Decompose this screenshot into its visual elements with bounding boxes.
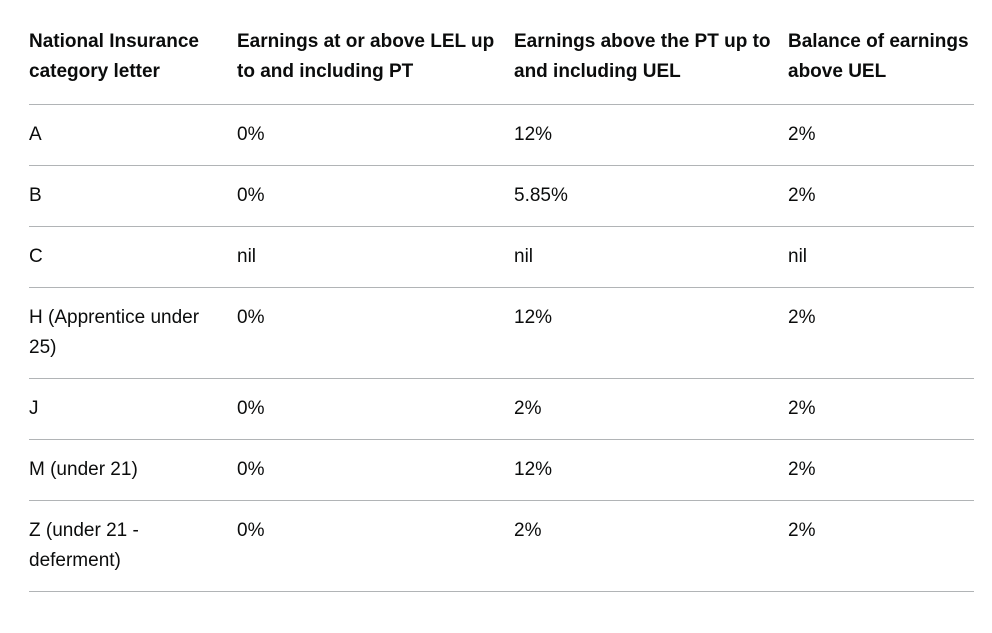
lel-to-pt-cell: 0%	[237, 287, 514, 379]
above-uel-cell: 2%	[788, 287, 974, 379]
above-uel-cell: 2%	[788, 165, 974, 227]
category-letter-cell: Z (under 21 - deferment)	[29, 500, 237, 592]
category-letter-cell: B	[29, 165, 237, 227]
table-row: H (Apprentice under 25) 0% 12% 2%	[29, 287, 974, 379]
table-row: M (under 21) 0% 12% 2%	[29, 439, 974, 501]
category-letter-cell: A	[29, 104, 237, 166]
category-letter-cell: C	[29, 226, 237, 288]
lel-to-pt-cell: 0%	[237, 378, 514, 440]
header-lel-to-pt: Earnings at or above LEL up to and inclu…	[237, 25, 514, 105]
category-letter-cell: J	[29, 378, 237, 440]
header-pt-to-uel: Earnings above the PT up to and includin…	[514, 25, 788, 105]
table-row: Z (under 21 - deferment) 0% 2% 2%	[29, 500, 974, 592]
table-body: A 0% 12% 2% B 0% 5.85% 2% C nil nil nil …	[29, 104, 974, 592]
table-row: J 0% 2% 2%	[29, 378, 974, 440]
table-header: National Insurance category letter Earni…	[29, 25, 974, 105]
category-letter-cell: M (under 21)	[29, 439, 237, 501]
pt-to-uel-cell: 2%	[514, 500, 788, 592]
pt-to-uel-cell: 12%	[514, 287, 788, 379]
table-row: C nil nil nil	[29, 226, 974, 288]
pt-to-uel-cell: nil	[514, 226, 788, 288]
header-above-uel: Balance of earnings above UEL	[788, 25, 974, 105]
ni-rates-table-container: National Insurance category letter Earni…	[29, 25, 974, 592]
above-uel-cell: 2%	[788, 378, 974, 440]
pt-to-uel-cell: 12%	[514, 104, 788, 166]
pt-to-uel-cell: 2%	[514, 378, 788, 440]
lel-to-pt-cell: 0%	[237, 439, 514, 501]
lel-to-pt-cell: 0%	[237, 500, 514, 592]
ni-rates-table: National Insurance category letter Earni…	[29, 25, 974, 592]
above-uel-cell: 2%	[788, 500, 974, 592]
header-row: National Insurance category letter Earni…	[29, 25, 974, 105]
table-row: B 0% 5.85% 2%	[29, 165, 974, 227]
pt-to-uel-cell: 12%	[514, 439, 788, 501]
category-letter-cell: H (Apprentice under 25)	[29, 287, 237, 379]
lel-to-pt-cell: 0%	[237, 104, 514, 166]
table-row: A 0% 12% 2%	[29, 104, 974, 166]
lel-to-pt-cell: 0%	[237, 165, 514, 227]
lel-to-pt-cell: nil	[237, 226, 514, 288]
above-uel-cell: 2%	[788, 104, 974, 166]
above-uel-cell: nil	[788, 226, 974, 288]
above-uel-cell: 2%	[788, 439, 974, 501]
pt-to-uel-cell: 5.85%	[514, 165, 788, 227]
header-category-letter: National Insurance category letter	[29, 25, 237, 105]
